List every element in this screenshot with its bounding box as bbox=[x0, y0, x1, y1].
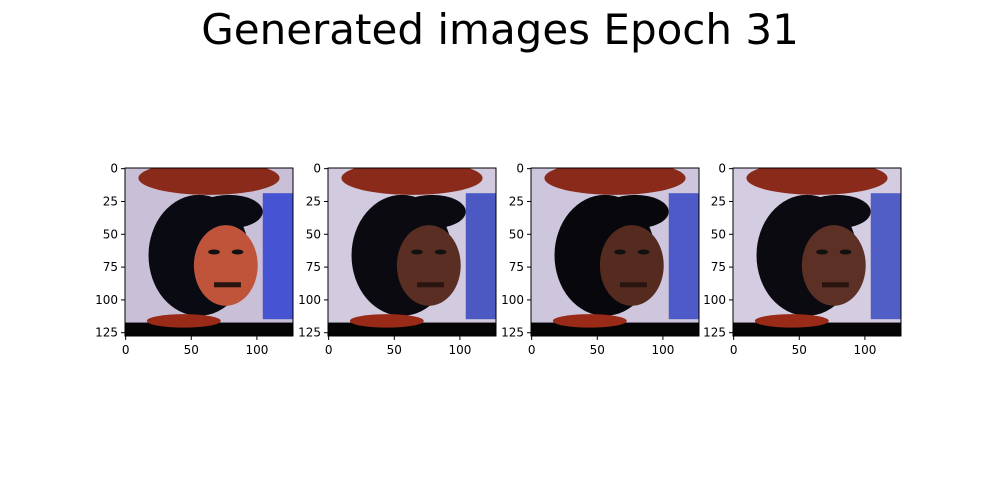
y-tick-label: 125 bbox=[95, 326, 118, 340]
image-eye-left bbox=[208, 249, 220, 255]
y-tick-label: 0 bbox=[110, 162, 118, 176]
image-hair-top bbox=[398, 194, 466, 229]
image-eye-right bbox=[434, 249, 447, 255]
axes-frame bbox=[124, 167, 294, 337]
y-tick-label: 25 bbox=[711, 194, 726, 208]
image-eye-left bbox=[614, 249, 626, 255]
y-tick-label: 100 bbox=[298, 293, 321, 307]
y-tick-label: 25 bbox=[306, 194, 321, 208]
image-mouth bbox=[620, 282, 647, 288]
axes-frame bbox=[530, 167, 700, 337]
y-tick-label: 50 bbox=[509, 227, 524, 241]
x-tick-label: 100 bbox=[245, 343, 268, 357]
y-tick-label: 50 bbox=[711, 227, 726, 241]
x-tick-label: 50 bbox=[590, 343, 605, 357]
image-top-band bbox=[341, 168, 483, 195]
image-mouth bbox=[214, 282, 241, 288]
figure-title: Generated images Epoch 31 bbox=[201, 5, 799, 54]
generated-image-1 bbox=[125, 168, 293, 336]
y-tick-label: 75 bbox=[306, 260, 321, 274]
x-tick-label: 50 bbox=[184, 343, 199, 357]
y-tick-label: 75 bbox=[509, 260, 524, 274]
image-bottom-red bbox=[349, 314, 424, 328]
y-tick-label: 0 bbox=[718, 162, 726, 176]
y-tick-label: 0 bbox=[516, 162, 524, 176]
y-tick-label: 75 bbox=[103, 260, 118, 274]
generated-image-2 bbox=[328, 168, 496, 336]
subplot-3: 0 50 100 0 25 50 75 100 125 bbox=[501, 162, 700, 357]
image-mouth bbox=[417, 282, 444, 288]
subplot-1: 0 50 100 0 25 50 75 100 125 bbox=[95, 162, 294, 357]
y-tick-label: 0 bbox=[313, 162, 321, 176]
generated-image-4 bbox=[733, 168, 901, 336]
subplot-grid: 0 50 100 0 25 50 75 100 125 0 50 100 0 25 50 75 100 125 0 5… bbox=[95, 162, 902, 357]
y-tick-label: 25 bbox=[103, 194, 118, 208]
x-tick-label: 0 bbox=[730, 343, 738, 357]
image-hair-top bbox=[601, 194, 669, 229]
y-tick-label: 125 bbox=[501, 326, 524, 340]
image-top-band bbox=[746, 168, 888, 195]
image-eye-right bbox=[839, 249, 852, 255]
image-top-band bbox=[544, 168, 686, 195]
image-hair-top bbox=[195, 194, 263, 229]
x-tick-label: 100 bbox=[853, 343, 876, 357]
generated-image-3 bbox=[531, 168, 699, 336]
image-edge-tint bbox=[668, 193, 699, 320]
image-edge-tint bbox=[870, 193, 901, 320]
image-face bbox=[599, 225, 664, 306]
image-eye-right bbox=[231, 249, 244, 255]
image-face bbox=[193, 225, 258, 306]
image-face bbox=[801, 225, 866, 306]
y-tick-label: 125 bbox=[703, 326, 726, 340]
image-hair-top bbox=[803, 194, 871, 229]
x-tick-label: 100 bbox=[448, 343, 471, 357]
image-edge-tint bbox=[262, 193, 293, 320]
y-tick-label: 50 bbox=[103, 227, 118, 241]
x-tick-label: 0 bbox=[325, 343, 333, 357]
image-bottom-red bbox=[754, 314, 829, 328]
y-tick-label: 50 bbox=[306, 227, 321, 241]
image-edge-tint bbox=[465, 193, 496, 320]
x-tick-label: 50 bbox=[387, 343, 402, 357]
image-bottom-red bbox=[552, 314, 627, 328]
x-tick-label: 0 bbox=[122, 343, 130, 357]
y-tick-label: 100 bbox=[95, 293, 118, 307]
image-eye-left bbox=[816, 249, 828, 255]
image-eye-right bbox=[637, 249, 650, 255]
x-tick-label: 0 bbox=[528, 343, 536, 357]
image-bottom-red bbox=[146, 314, 221, 328]
image-top-band bbox=[138, 168, 280, 195]
y-tick-label: 75 bbox=[711, 260, 726, 274]
y-tick-label: 100 bbox=[501, 293, 524, 307]
image-eye-left bbox=[411, 249, 423, 255]
x-tick-label: 100 bbox=[651, 343, 674, 357]
y-tick-label: 125 bbox=[298, 326, 321, 340]
y-tick-label: 100 bbox=[703, 293, 726, 307]
subplot-4: 0 50 100 0 25 50 75 100 125 bbox=[703, 162, 902, 357]
axes-frame bbox=[327, 167, 497, 337]
image-mouth bbox=[822, 282, 849, 288]
y-tick-label: 25 bbox=[509, 194, 524, 208]
axes-frame bbox=[732, 167, 902, 337]
image-face bbox=[396, 225, 461, 306]
subplot-2: 0 50 100 0 25 50 75 100 125 bbox=[298, 162, 497, 357]
x-tick-label: 50 bbox=[792, 343, 807, 357]
